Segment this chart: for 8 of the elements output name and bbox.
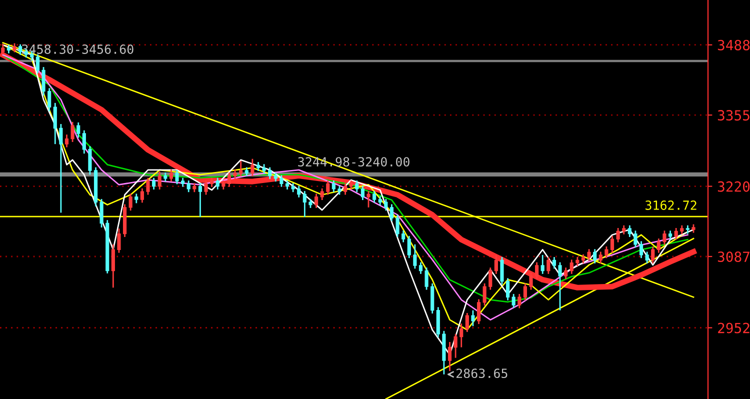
annotation: 2863.65 bbox=[456, 368, 508, 378]
ref-line-label: 3162.72 bbox=[646, 200, 696, 210]
y-tick-label: 3087 bbox=[718, 252, 750, 262]
band-label: 3458.30-3456.60 bbox=[22, 44, 134, 54]
y-tick-label: 3220 bbox=[718, 181, 750, 192]
y-tick-label: 3355 bbox=[718, 110, 750, 121]
y-tick-label: 2952 bbox=[718, 322, 750, 334]
y-tick-label: 3488 bbox=[718, 40, 750, 50]
